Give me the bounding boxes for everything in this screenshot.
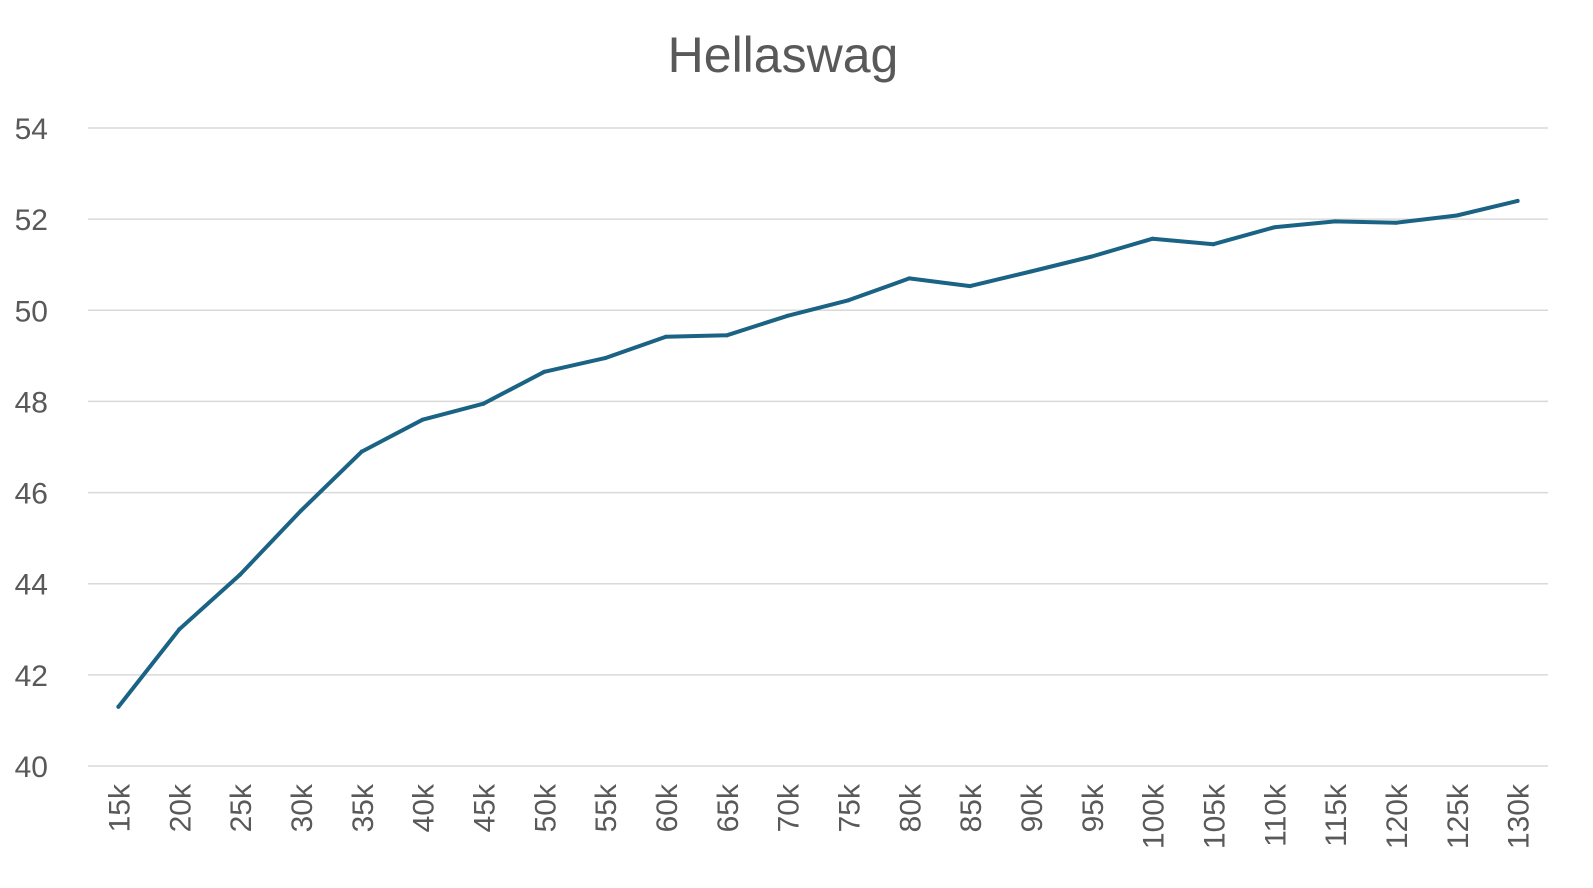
data-point	[663, 334, 668, 339]
x-tick-label: 70k	[773, 783, 806, 832]
series-line-0	[116, 198, 1520, 709]
data-point	[1028, 269, 1033, 274]
data-point	[359, 449, 364, 454]
x-tick-label: 45k	[468, 783, 501, 832]
data-point	[238, 572, 243, 577]
x-axis-ticks: 15k 20k 25k 30k 35k 40k 45k 50k 55k 60k 65k 70k 75k 8…	[103, 783, 1535, 849]
chart-title: Hellaswag	[668, 27, 899, 83]
x-tick-label: 55k	[590, 783, 623, 832]
y-tick-label: 54	[15, 113, 48, 146]
y-tick-label: 52	[15, 204, 48, 237]
data-point	[907, 276, 912, 281]
x-tick-label: 115k	[1320, 783, 1353, 847]
x-tick-label: 80k	[894, 783, 927, 832]
x-tick-label: 25k	[225, 783, 258, 832]
data-point	[116, 704, 121, 709]
y-tick-label: 44	[15, 569, 48, 602]
x-tick-label: 50k	[529, 783, 562, 832]
x-tick-label: 110k	[1259, 783, 1292, 847]
data-point	[1393, 220, 1398, 225]
data-point	[177, 627, 182, 632]
y-tick-label: 40	[15, 751, 48, 784]
y-tick-label: 42	[15, 660, 48, 693]
data-point	[846, 298, 851, 303]
x-tick-label: 85k	[955, 783, 988, 832]
x-tick-label: 20k	[164, 783, 197, 832]
x-tick-label: 125k	[1442, 783, 1475, 849]
data-point	[1454, 213, 1459, 218]
x-tick-label: 35k	[347, 783, 380, 832]
data-point	[785, 313, 790, 318]
data-point	[542, 369, 547, 374]
data-point	[968, 284, 973, 289]
x-tick-label: 15k	[103, 783, 136, 832]
data-point	[1150, 236, 1155, 241]
x-tick-label: 60k	[651, 783, 684, 832]
y-axis-ticks: 40 42 44 46 48 50 52 54	[15, 113, 48, 784]
x-tick-label: 75k	[833, 783, 866, 832]
x-tick-label: 40k	[408, 783, 441, 832]
gridlines	[88, 127, 1548, 767]
x-tick-label: 90k	[1016, 783, 1049, 832]
data-point	[1089, 254, 1094, 259]
y-tick-label: 46	[15, 478, 48, 511]
data-point	[481, 401, 486, 406]
y-tick-label: 48	[15, 386, 48, 419]
data-point	[1333, 219, 1338, 224]
x-tick-label: 100k	[1138, 783, 1171, 849]
x-tick-label: 65k	[712, 783, 745, 832]
x-tick-label: 30k	[286, 783, 319, 832]
x-tick-label: 105k	[1198, 783, 1231, 849]
data-point	[420, 417, 425, 422]
x-tick-label: 95k	[1077, 783, 1110, 832]
data-point	[603, 356, 608, 361]
x-tick-label: 130k	[1503, 783, 1536, 849]
series-group	[116, 198, 1520, 709]
data-point	[724, 333, 729, 338]
data-point	[1272, 225, 1277, 230]
data-point	[298, 508, 303, 513]
data-point	[1211, 242, 1216, 247]
y-tick-label: 50	[15, 295, 48, 328]
x-tick-label: 120k	[1381, 783, 1414, 849]
data-point	[1515, 198, 1520, 203]
